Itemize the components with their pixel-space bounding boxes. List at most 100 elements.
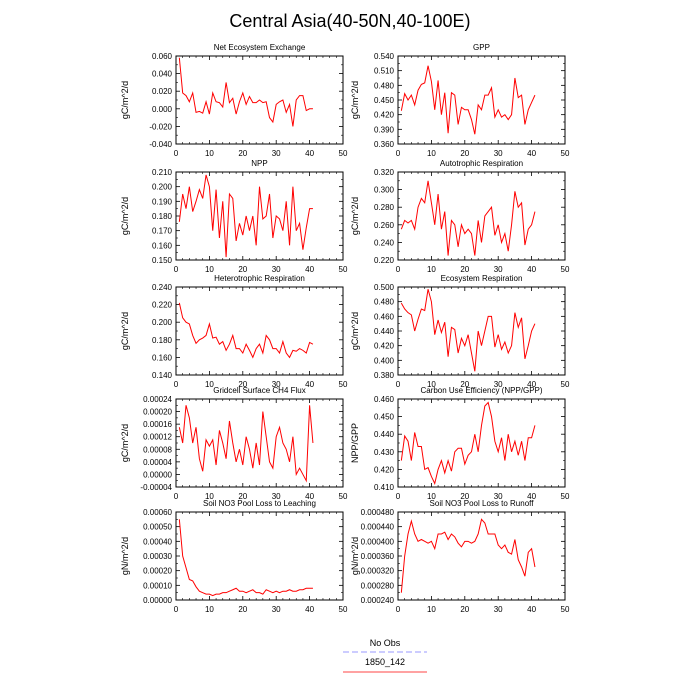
series-line (178, 302, 314, 359)
plot-frame (175, 171, 344, 261)
x-tick-label: 30 (272, 492, 281, 501)
y-tick-label: 0.00060 (143, 508, 172, 517)
x-tick-label: 50 (561, 265, 570, 274)
y-tick-label: 0.450 (374, 413, 395, 422)
x-tick-label: 40 (527, 149, 536, 158)
x-tick-label: 20 (238, 265, 247, 274)
y-axis-label: gC/m^2/d (350, 197, 360, 235)
y-axis-label: gC/m^2/d (120, 424, 130, 462)
x-tick-label: 50 (561, 149, 570, 158)
y-tick-label: 0.420 (374, 111, 395, 120)
y-tick-label: 0.320 (374, 168, 395, 177)
series-line (178, 57, 313, 127)
x-tick-label: 40 (305, 265, 314, 274)
y-tick-label: 0.040 (152, 70, 173, 79)
chart-panels: Net Ecosystem Exchange 0 10 20 30 40 50 -0.040 -… (120, 43, 570, 614)
y-tick-label: 0.480 (374, 298, 395, 307)
panel-title: GPP (473, 43, 490, 52)
panel-npp: NPP 0 10 20 30 40 50 0.150 0.160 0.170 0.180 0.190 0… (120, 159, 348, 274)
x-tick-label: 30 (494, 605, 503, 614)
panel-carbon-use-efficiency-npp-gpp: Carbon Use Efficiency (NPP/GPP) 0 10 20 30 40… (350, 386, 570, 501)
y-tick-label: 0.060 (152, 52, 173, 61)
y-tick-label: 0.160 (152, 353, 173, 362)
panel-title: Heterotrophic Respiration (214, 274, 305, 283)
x-tick-label: 50 (339, 605, 348, 614)
x-tick-label: 10 (427, 265, 436, 274)
panel-net-ecosystem-exchange: Net Ecosystem Exchange 0 10 20 30 40 50 -0.040 -… (120, 43, 348, 158)
x-tick-label: 30 (494, 149, 503, 158)
y-tick-label: 0.00024 (143, 395, 172, 404)
y-axis-label: gC/m^2/d (120, 81, 130, 119)
y-tick-label: 0.00050 (143, 523, 172, 532)
panel-gridcell-surface-ch4-flux: Gridcell Surface CH4 Flux 0 10 20 30 40 50 -0.0… (120, 386, 348, 501)
legend: No Obs 1850_142 (343, 638, 427, 673)
panel-soil-no3-pool-loss-to-leaching: Soil NO3 Pool Loss to Leaching 0 10 20 30 40 5… (120, 499, 348, 614)
plot-frame (175, 398, 344, 488)
y-tick-label: 0.280 (374, 203, 395, 212)
x-tick-label: 20 (460, 265, 469, 274)
series-line (400, 518, 536, 593)
x-tick-label: 30 (272, 380, 281, 389)
x-tick-label: 0 (396, 265, 401, 274)
y-tick-label: 0.000320 (361, 567, 395, 576)
panel-title: Soil NO3 Pool Loss to Leaching (203, 499, 316, 508)
y-tick-label: 0.480 (374, 81, 395, 90)
y-tick-label: 0.200 (152, 318, 173, 327)
y-tick-label: 0.460 (374, 395, 395, 404)
x-tick-label: 40 (305, 380, 314, 389)
x-tick-label: 40 (305, 492, 314, 501)
y-tick-label: 0.420 (374, 465, 395, 474)
plot-frame (397, 511, 566, 601)
y-tick-label: 0.400 (374, 356, 395, 365)
x-tick-label: 0 (174, 605, 179, 614)
y-tick-label: 0.390 (374, 125, 395, 134)
x-tick-label: 50 (339, 265, 348, 274)
x-tick-label: 40 (527, 605, 536, 614)
y-tick-label: 0.180 (152, 212, 173, 221)
x-tick-label: 40 (527, 492, 536, 501)
y-tick-label: -0.00004 (140, 483, 172, 492)
x-tick-label: 10 (427, 492, 436, 501)
x-tick-label: 30 (494, 265, 503, 274)
plot-frame (397, 171, 566, 261)
x-tick-label: 20 (238, 380, 247, 389)
y-tick-label: 0.000 (152, 105, 173, 114)
x-tick-label: 50 (561, 492, 570, 501)
x-tick-label: 30 (494, 380, 503, 389)
series-line (400, 289, 536, 372)
y-tick-label: 0.00020 (143, 408, 172, 417)
y-tick-label: 0.000240 (361, 596, 395, 605)
y-tick-label: 0.440 (374, 430, 395, 439)
plot-frame (397, 398, 566, 488)
x-tick-label: 20 (238, 605, 247, 614)
y-axis-label: gC/m^2/d (350, 312, 360, 350)
y-tick-label: 0.00010 (143, 581, 172, 590)
y-tick-label: 0.00016 (143, 420, 172, 429)
y-tick-label: 0.00040 (143, 537, 172, 546)
plot-frame (397, 286, 566, 376)
x-tick-label: 30 (272, 149, 281, 158)
y-axis-label: gC/m^2/d (120, 197, 130, 235)
y-tick-label: 0.440 (374, 327, 395, 336)
panel-title: Autotrophic Respiration (440, 159, 523, 168)
x-tick-label: 0 (174, 149, 179, 158)
y-tick-label: 0.360 (374, 140, 395, 149)
y-tick-label: 0.220 (374, 256, 395, 265)
y-tick-label: 0.410 (374, 483, 395, 492)
y-tick-label: 0.420 (374, 342, 395, 351)
panel-title: Soil NO3 Pool Loss to Runoff (430, 499, 535, 508)
x-tick-label: 10 (205, 605, 214, 614)
y-tick-label: 0.260 (374, 221, 395, 230)
y-tick-label: 0.430 (374, 448, 395, 457)
x-tick-label: 0 (174, 380, 179, 389)
x-tick-label: 10 (205, 380, 214, 389)
series-line (400, 180, 536, 256)
y-axis-label: gC/m^2/d (120, 312, 130, 350)
panel-title: Carbon Use Efficiency (NPP/GPP) (420, 386, 542, 395)
y-tick-label: 0.500 (374, 283, 395, 292)
series-line (178, 519, 313, 597)
series-line (178, 174, 313, 258)
y-tick-label: 0.00000 (143, 596, 172, 605)
y-tick-label: 0.160 (152, 241, 173, 250)
x-tick-label: 50 (339, 380, 348, 389)
